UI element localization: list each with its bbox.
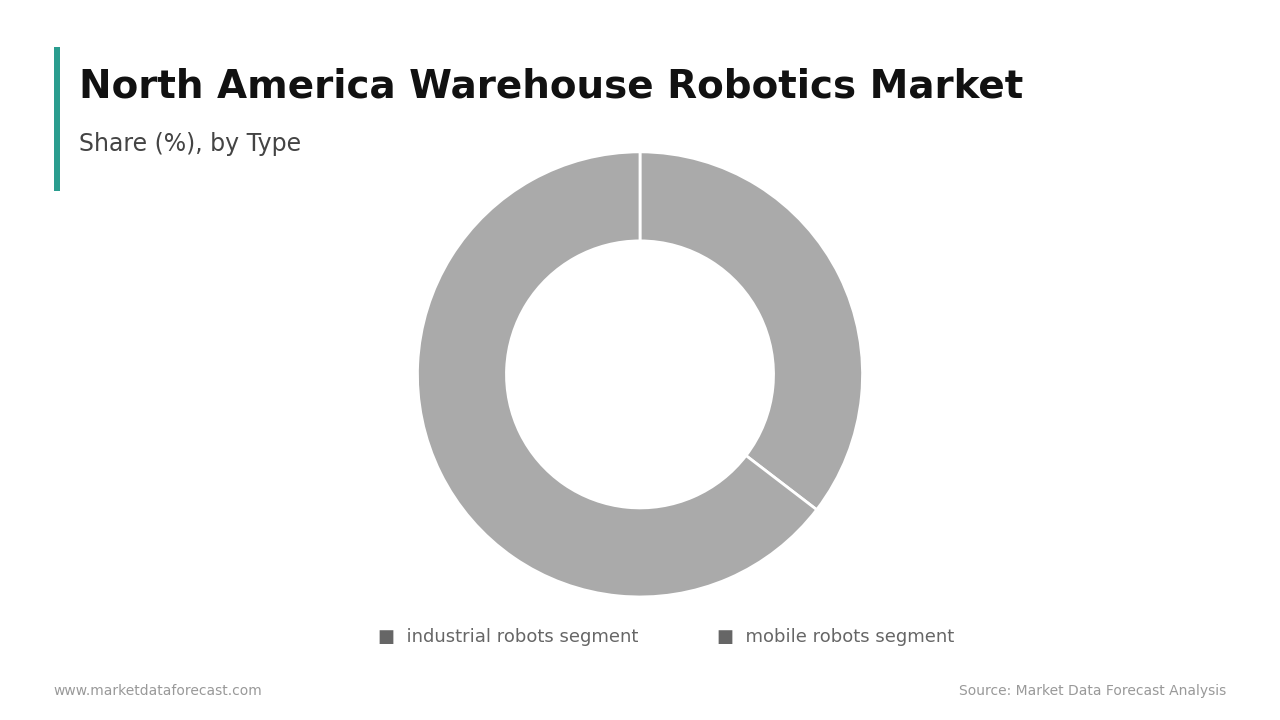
Text: ■  mobile robots segment: ■ mobile robots segment: [717, 628, 954, 647]
Wedge shape: [640, 152, 863, 510]
Text: North America Warehouse Robotics Market: North America Warehouse Robotics Market: [79, 68, 1024, 105]
Text: Share (%), by Type: Share (%), by Type: [79, 132, 302, 156]
Wedge shape: [417, 152, 817, 597]
Text: www.marketdataforecast.com: www.marketdataforecast.com: [54, 685, 262, 698]
Text: Source: Market Data Forecast Analysis: Source: Market Data Forecast Analysis: [959, 685, 1226, 698]
Text: ■  industrial robots segment: ■ industrial robots segment: [378, 628, 637, 647]
